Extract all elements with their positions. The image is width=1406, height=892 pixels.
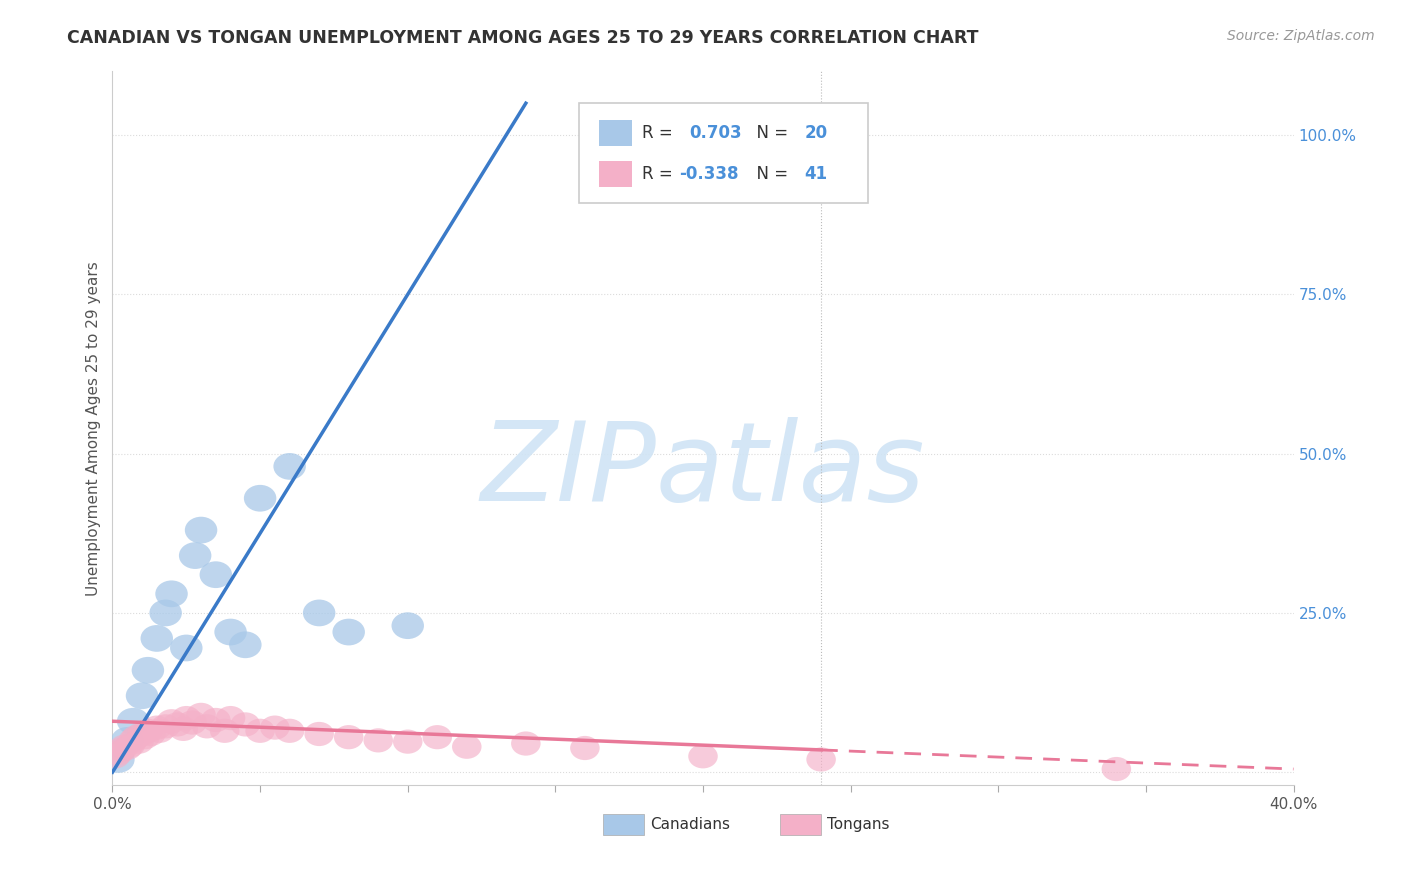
Bar [599,161,633,186]
Text: Tongans: Tongans [827,817,890,831]
Text: 41: 41 [804,165,828,183]
Text: Source: ZipAtlas.com: Source: ZipAtlas.com [1227,29,1375,43]
Text: -0.338: -0.338 [679,165,740,183]
Y-axis label: Unemployment Among Ages 25 to 29 years: Unemployment Among Ages 25 to 29 years [86,260,101,596]
FancyBboxPatch shape [579,103,869,203]
Bar [780,814,821,835]
Text: R =: R = [641,124,683,142]
Bar [599,120,633,146]
Text: CANADIAN VS TONGAN UNEMPLOYMENT AMONG AGES 25 TO 29 YEARS CORRELATION CHART: CANADIAN VS TONGAN UNEMPLOYMENT AMONG AG… [67,29,979,46]
Text: N =: N = [745,165,793,183]
Text: 0.703: 0.703 [689,124,741,142]
Text: R =: R = [641,165,678,183]
Text: N =: N = [745,124,793,142]
Text: Canadians: Canadians [650,817,730,831]
Text: ZIPatlas: ZIPatlas [481,417,925,524]
Text: 20: 20 [804,124,828,142]
Bar [603,814,644,835]
